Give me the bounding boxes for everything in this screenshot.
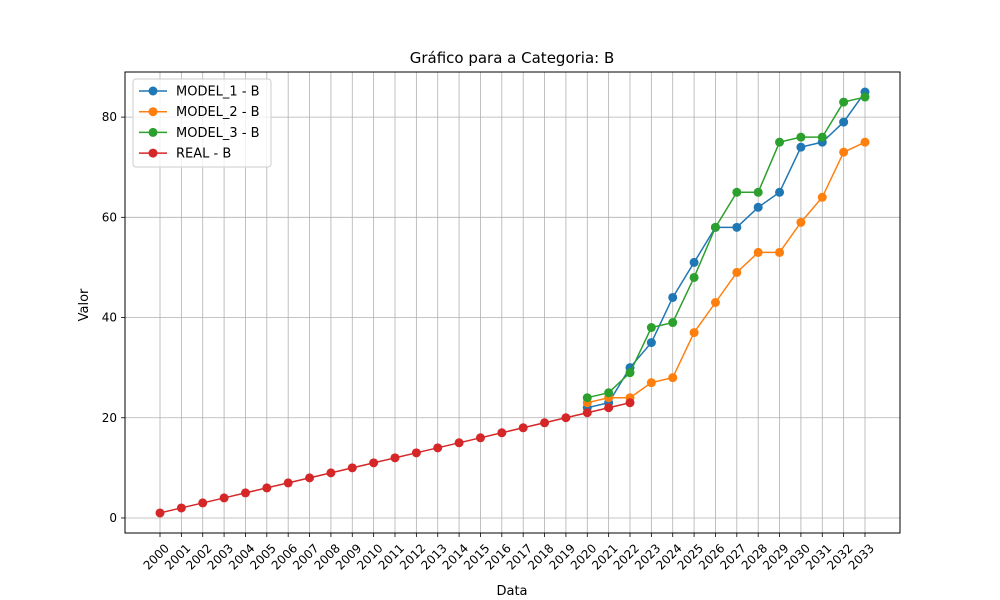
data-point bbox=[326, 468, 336, 478]
data-point bbox=[775, 247, 785, 257]
data-point bbox=[668, 292, 678, 302]
data-point bbox=[753, 202, 763, 212]
y-tick-label: 60 bbox=[102, 210, 117, 224]
data-point bbox=[540, 418, 550, 428]
data-point bbox=[433, 443, 443, 453]
legend-label: MODEL_2 - B bbox=[176, 105, 260, 120]
legend-marker bbox=[148, 148, 158, 158]
data-point bbox=[283, 478, 293, 488]
data-point bbox=[582, 408, 592, 418]
data-point bbox=[689, 272, 699, 282]
chart-title: Gráfico para a Categoria: B bbox=[410, 49, 615, 67]
data-point bbox=[753, 247, 763, 257]
data-point bbox=[732, 267, 742, 277]
data-point bbox=[305, 473, 315, 483]
data-point bbox=[176, 503, 186, 513]
y-axis-label: Valor bbox=[77, 288, 92, 321]
data-point bbox=[604, 403, 614, 413]
data-point bbox=[155, 508, 165, 518]
legend-label: REAL - B bbox=[176, 147, 231, 162]
data-point bbox=[710, 298, 720, 307]
data-point bbox=[839, 117, 849, 127]
data-point bbox=[262, 483, 272, 493]
legend-label: MODEL_1 - B bbox=[176, 85, 260, 100]
legend-marker bbox=[148, 127, 158, 137]
data-point bbox=[775, 187, 785, 197]
legend-item: MODEL_2 - B bbox=[139, 105, 260, 120]
data-point bbox=[839, 97, 849, 107]
data-point bbox=[369, 458, 379, 468]
data-point bbox=[625, 398, 635, 408]
data-point bbox=[646, 378, 656, 388]
x-axis-label: Data bbox=[496, 584, 527, 599]
data-point bbox=[668, 318, 678, 328]
legend-item: REAL - B bbox=[139, 147, 231, 162]
data-point bbox=[475, 433, 485, 443]
y-tick-label: 80 bbox=[102, 110, 117, 124]
legend-item: MODEL_3 - B bbox=[139, 126, 260, 141]
series-real-b bbox=[155, 398, 635, 518]
data-point bbox=[411, 448, 421, 458]
data-point bbox=[689, 257, 699, 267]
legend-marker bbox=[148, 107, 158, 117]
legend-marker bbox=[148, 86, 158, 96]
data-point bbox=[860, 137, 870, 147]
data-point bbox=[497, 428, 507, 438]
data-point bbox=[668, 373, 678, 383]
data-point bbox=[518, 423, 528, 433]
data-point bbox=[625, 368, 635, 378]
data-point bbox=[817, 192, 827, 202]
data-point bbox=[390, 453, 400, 463]
data-point bbox=[839, 147, 849, 157]
data-point bbox=[817, 132, 827, 142]
plot-frame bbox=[124, 71, 901, 534]
data-point bbox=[240, 488, 250, 498]
data-point bbox=[347, 463, 357, 473]
data-point bbox=[646, 338, 656, 348]
legend: MODEL_1 - B MODEL_2 - B MODEL_3 - B REAL - … bbox=[132, 78, 272, 168]
data-point bbox=[219, 493, 229, 503]
legend-item: MODEL_1 - B bbox=[139, 85, 260, 100]
data-point bbox=[796, 142, 806, 152]
data-point bbox=[710, 222, 720, 232]
data-point bbox=[775, 137, 785, 147]
legend-box bbox=[132, 78, 272, 168]
data-point bbox=[561, 413, 571, 423]
data-point bbox=[753, 187, 763, 197]
data-point bbox=[732, 187, 742, 197]
data-point bbox=[198, 498, 208, 508]
data-point bbox=[582, 393, 592, 403]
series-model-3-b bbox=[582, 92, 870, 403]
data-point bbox=[860, 92, 870, 102]
series-layer bbox=[155, 87, 870, 518]
data-point bbox=[689, 328, 699, 338]
data-point bbox=[604, 388, 614, 398]
axes: 2000200120022003200420052006200720082009… bbox=[102, 110, 877, 573]
y-tick-label: 20 bbox=[102, 411, 117, 425]
y-tick-label: 40 bbox=[102, 311, 117, 325]
y-tick-label: 0 bbox=[109, 511, 117, 525]
data-point bbox=[796, 132, 806, 142]
data-point bbox=[454, 438, 464, 448]
data-point bbox=[732, 222, 742, 232]
data-point bbox=[796, 217, 806, 227]
legend-label: MODEL_3 - B bbox=[176, 126, 260, 141]
data-point bbox=[646, 323, 656, 333]
